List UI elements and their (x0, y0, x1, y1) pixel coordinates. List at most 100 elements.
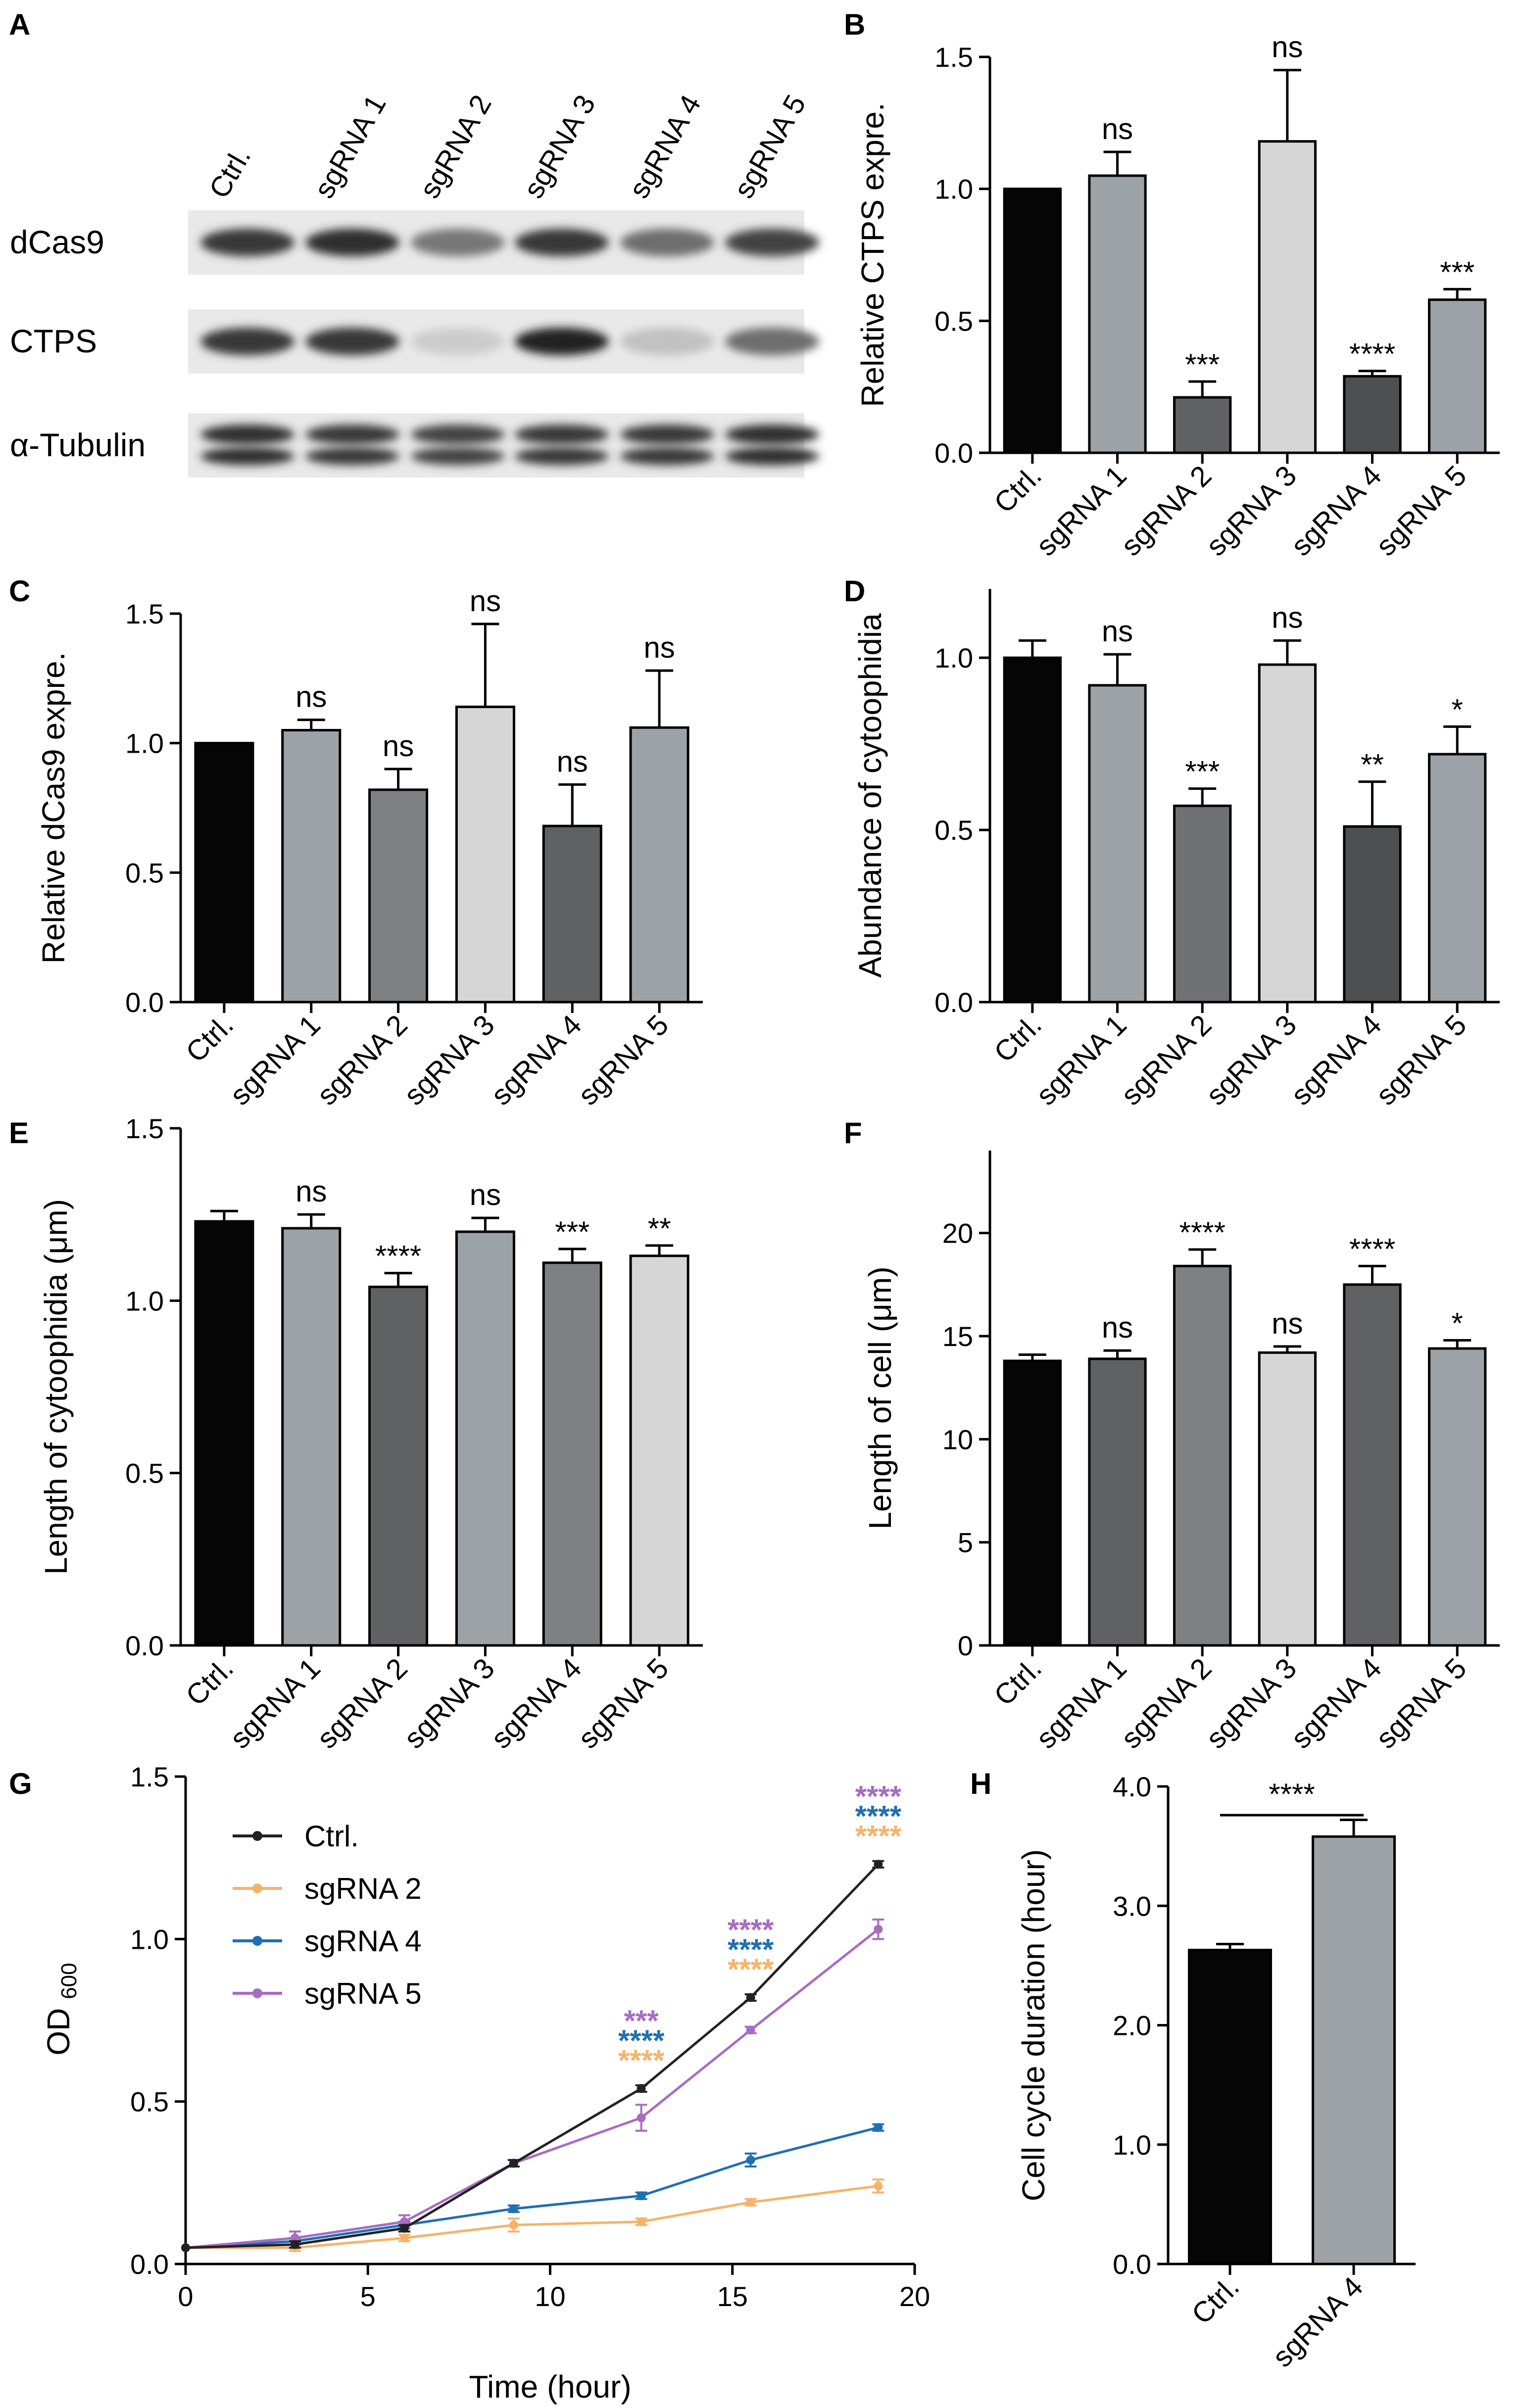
significance-label: ** (1361, 748, 1384, 781)
significance-label: **** (618, 2024, 665, 2057)
significance-label: *** (1440, 255, 1474, 289)
legend-label-sgrna-2: sgRNA 2 (304, 1872, 422, 1905)
panel-letter: F (844, 1116, 862, 1150)
data-point (290, 2233, 299, 2243)
x-tick-label-sgrna-5: sgRNA 5 (1370, 1009, 1473, 1111)
x-tick-label-sgrna-3: sgRNA 3 (1200, 1652, 1303, 1755)
significance-label: ns (295, 680, 327, 714)
data-point (746, 2025, 755, 2035)
blot-band (620, 328, 714, 355)
data-point (746, 1993, 755, 2002)
significance-label: **** (375, 1240, 421, 1273)
x-tick-label: 20 (899, 2281, 930, 2312)
x-tick-label-ctrl: Ctrl. (180, 1009, 240, 1068)
bar-sgrna-1 (281, 1227, 342, 1647)
bar-sgrna-3 (1258, 1351, 1317, 1647)
significance-label: ns (295, 1175, 327, 1208)
x-tick-label-sgrna-3: sgRNA 3 (1200, 459, 1303, 562)
bar-sgrna-5 (1428, 753, 1487, 1004)
y-tick-label: 1.0 (125, 728, 164, 759)
bar-sgrna-2 (368, 1285, 429, 1647)
blot-band (305, 328, 399, 355)
blot-band (515, 229, 609, 256)
x-tick-label-sgrna-2: sgRNA 2 (1115, 1652, 1218, 1755)
data-point (509, 2159, 518, 2168)
y-axis-title: Cell cycle duration (hour) (1016, 1849, 1051, 2201)
blot-band (200, 229, 295, 256)
data-point (399, 2223, 409, 2233)
y-tick-label: 0.5 (125, 857, 164, 888)
x-tick-label-sgrna-4: sgRNA 4 (1285, 1009, 1388, 1111)
y-tick-label: 0.5 (934, 305, 973, 337)
significance-label: * (1451, 1306, 1463, 1340)
y-tick-label: 0.0 (125, 1630, 164, 1661)
y-tick-label: 0.0 (934, 437, 973, 469)
y-tick-label: 1.0 (125, 1285, 164, 1316)
y-axis-title: Length of cytoophidia (μm) (38, 1199, 74, 1575)
data-point (746, 2155, 755, 2165)
x-tick-label-sgrna-3: sgRNA 3 (398, 1009, 501, 1111)
series-sgrna-4 (181, 2123, 884, 2253)
y-tick-label: 1.5 (934, 42, 973, 73)
y-axis-title: OD 600 (41, 1963, 81, 2055)
x-tick-label-sgrna-2: sgRNA 2 (311, 1652, 414, 1755)
significance-label: **** (728, 1933, 774, 1966)
x-tick-label-sgrna-1: sgRNA 1 (1030, 1652, 1133, 1755)
blot-row-label-ctps: CTPS (10, 323, 97, 359)
x-tick-label-sgrna-4: sgRNA 4 (1285, 459, 1388, 562)
y-tick-label: 15 (942, 1321, 973, 1352)
y-tick-label: 0.5 (934, 815, 973, 846)
significance-label: ns (643, 631, 675, 664)
bar-sgrna-2 (1173, 396, 1232, 454)
x-tick-label-ctrl: Ctrl. (180, 1652, 240, 1712)
bar-sgrna-4 (1312, 1835, 1396, 2265)
y-tick-label: 2.0 (1113, 2010, 1151, 2041)
bar-sgrna-4 (1343, 825, 1402, 1004)
chart-panel-g: G 0.0 0.5 1.0 1.5 0 5 10 15 20 Time (hour) OD 600 Ct… (9, 1761, 930, 2405)
y-tick-label: 0.0 (130, 2249, 169, 2280)
blot-band (515, 328, 609, 355)
blot-row-ctps: CTPS (10, 309, 819, 374)
y-tick-label: 20 (942, 1218, 973, 1249)
blot-band (620, 425, 714, 444)
significance-label: ns (1272, 31, 1303, 64)
bar-sgrna-3 (455, 1230, 515, 1647)
x-tick-label-sgrna-4: sgRNA 4 (1266, 2270, 1369, 2373)
series-line-ctrl (185, 1863, 880, 2249)
bar-sgrna-5 (629, 1254, 689, 1647)
bar-sgrna-4 (1343, 1283, 1402, 1647)
y-tick-label: 5 (958, 1527, 973, 1558)
bar-sgrna-5 (1428, 1347, 1487, 1647)
bar-sgrna-4 (1343, 375, 1402, 454)
legend-swatch-marker (252, 1988, 262, 1998)
significance-label: **** (855, 1780, 902, 1813)
significance-label: **** (855, 1800, 902, 1833)
bar-sgrna-3 (455, 705, 515, 1004)
x-tick-label-ctrl: Ctrl. (988, 1652, 1048, 1712)
bar-ctrl (1003, 188, 1062, 454)
significance-label: *** (555, 1215, 589, 1249)
significance-label: **** (855, 1820, 902, 1853)
x-tick-label-sgrna-1: sgRNA 1 (1030, 1009, 1133, 1111)
data-point (874, 2123, 883, 2132)
significance-label: ns (470, 584, 501, 618)
significance-stack: *********** (618, 2004, 665, 2077)
y-axis-title: Length of cell (μm) (862, 1266, 898, 1529)
bar-sgrna-1 (281, 729, 342, 1004)
data-point (290, 2240, 299, 2249)
y-tick-label: 0.5 (125, 1458, 164, 1489)
x-tick-label-sgrna-4: sgRNA 4 (485, 1009, 588, 1111)
x-axis-title: Time (hour) (469, 2369, 631, 2405)
bar-ctrl (1003, 1359, 1062, 1647)
bar-sgrna-1 (1088, 684, 1147, 1004)
blot-band (305, 447, 399, 465)
bar-sgrna-2 (1173, 804, 1232, 1004)
significance-label: **** (728, 1953, 774, 1986)
data-point (399, 2233, 409, 2243)
blot-lane-label-sgrna-5: sgRNA 5 (728, 90, 812, 204)
data-point (874, 1860, 883, 1869)
bar-sgrna-4 (542, 1261, 602, 1647)
bar-sgrna-2 (1173, 1264, 1232, 1647)
blot-rows: dCas9 CTPS α-Tubulin (10, 210, 819, 478)
